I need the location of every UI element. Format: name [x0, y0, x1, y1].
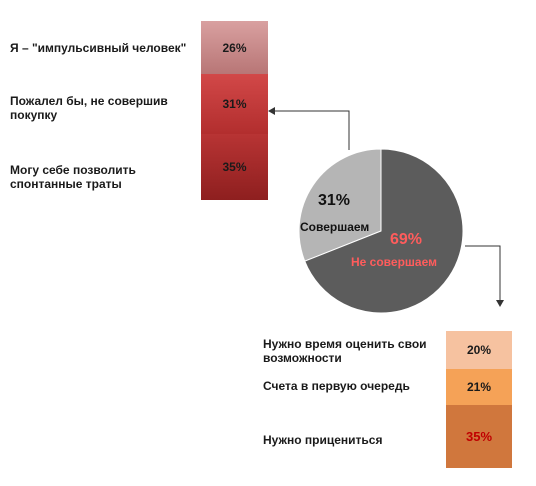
- orange-column-value-label-2: 21%: [466, 380, 492, 394]
- orange-category-label-1: Нужно время оценить свои возможности: [263, 337, 427, 365]
- pie-slice-2: [304, 148, 464, 314]
- pie-value-label-completing: 31%: [318, 192, 351, 209]
- connector-to-orange-column: [465, 245, 501, 300]
- pie-slice-label-not-completing: Не совершаем: [351, 255, 437, 269]
- orange-column-segment-2: 21%: [446, 369, 512, 405]
- orange-column-value-label-3: 35%: [465, 429, 493, 444]
- orange-category-label-3: Нужно прицениться: [263, 433, 383, 447]
- pie-slice-1: [298, 148, 382, 262]
- pie-slice-label-completing: Совершаем: [300, 220, 370, 234]
- red-column-value-label-3: 35%: [222, 160, 247, 174]
- red-category-label-3: Могу себе позволить спонтанные траты: [10, 163, 136, 191]
- connector-to-red-column: [275, 110, 350, 150]
- pie-value-label-not-completing: 69%: [390, 231, 423, 248]
- orange-column-segment-1: 20%: [446, 331, 512, 369]
- red-column-segment-2: 31%: [201, 74, 268, 134]
- red-column-segment-3: 35%: [201, 134, 268, 200]
- orange-column-value-label-1: 20%: [466, 343, 492, 357]
- red-category-label-1: Я – "импульсивный человек": [10, 41, 187, 55]
- orange-column-segment-3: 35%: [446, 405, 512, 468]
- red-category-label-2: Пожалел бы, не совершив покупку: [10, 94, 168, 122]
- orange-category-label-2: Счета в первую очередь: [263, 379, 410, 393]
- red-column-segment-1: 26%: [201, 21, 268, 74]
- arrowhead-to-red-column: [268, 107, 275, 115]
- pie-chart: [298, 148, 464, 314]
- connector-arrows: [268, 107, 504, 307]
- red-column-value-label-1: 26%: [222, 40, 247, 55]
- arrowhead-to-orange-column: [496, 300, 504, 307]
- red-column-value-label-2: 31%: [222, 97, 247, 111]
